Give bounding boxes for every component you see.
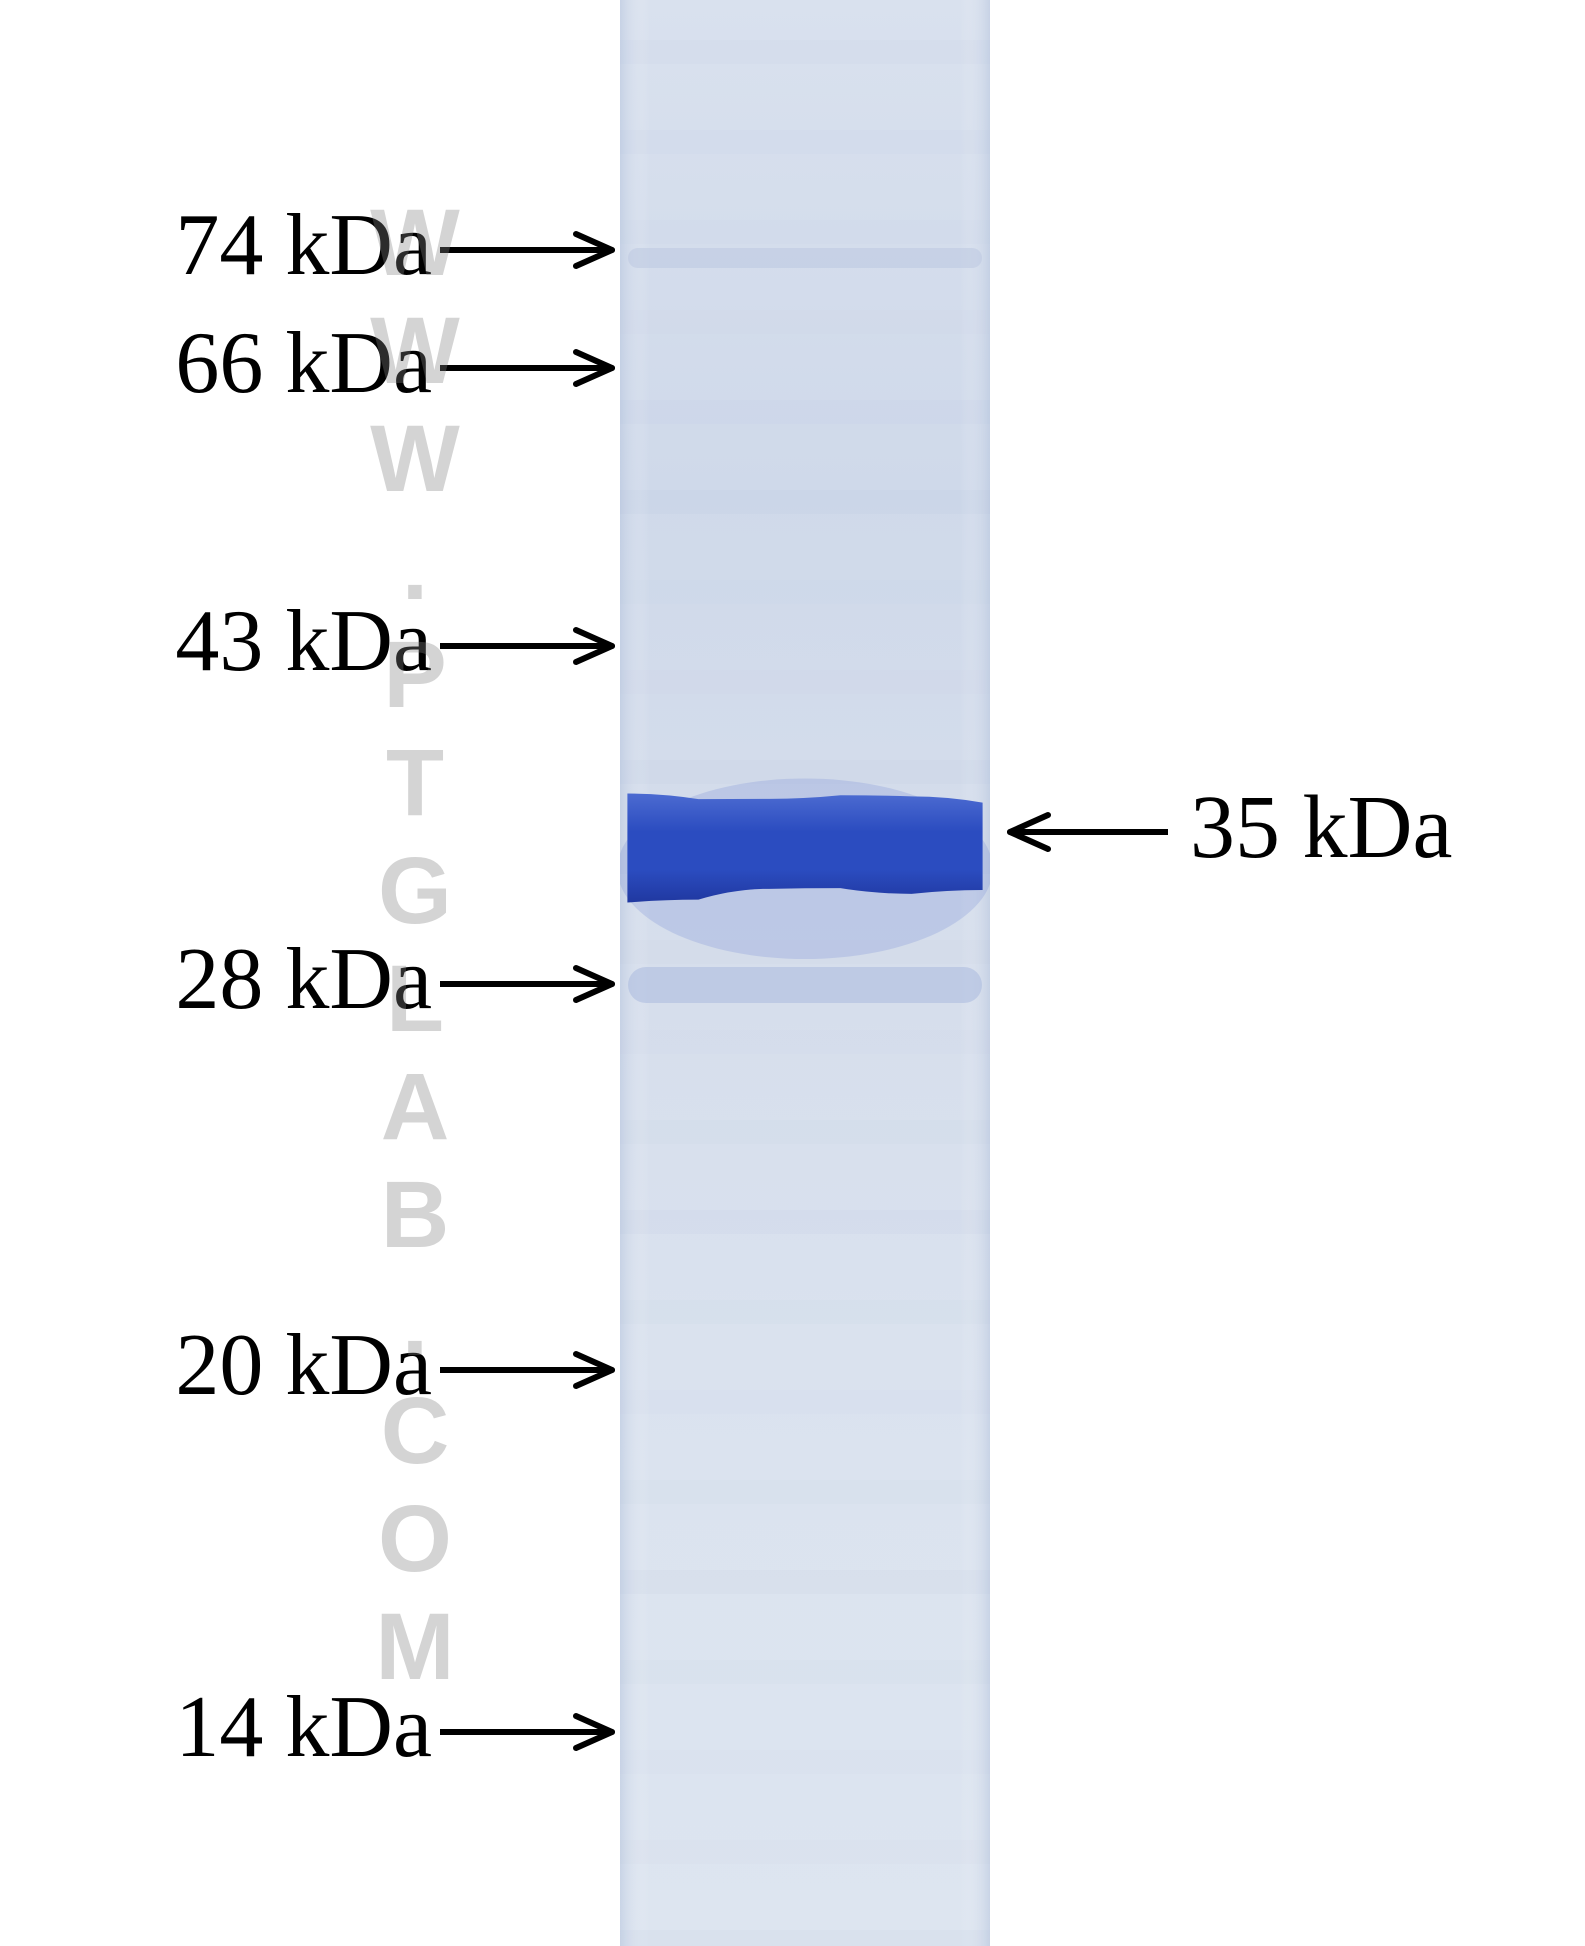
marker-arrow — [440, 1710, 654, 1754]
marker-arrow — [440, 1348, 654, 1392]
gel-lane — [620, 0, 990, 1946]
protein-band — [627, 794, 982, 903]
marker-arrow — [440, 624, 654, 668]
gel-figure: 74 kDa66 kDa43 kDa28 kDa20 kDa14 kDa35 k… — [0, 0, 1585, 1946]
marker-arrow — [440, 228, 654, 272]
target-arrow — [1007, 809, 1209, 855]
target-band-label: 35 kDa — [1190, 776, 1452, 879]
marker-arrow — [440, 346, 654, 390]
marker-arrow — [440, 962, 654, 1006]
watermark: WWW.PTGLAB.COM — [360, 190, 469, 1690]
